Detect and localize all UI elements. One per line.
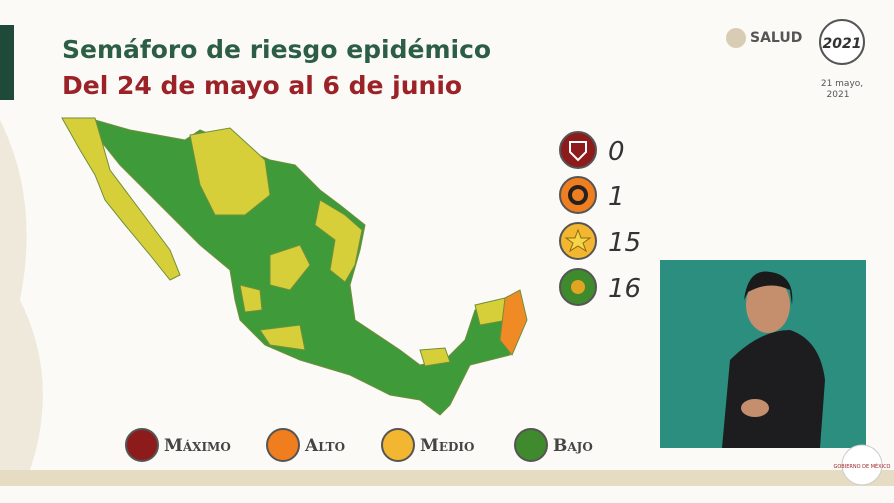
count: 16 bbox=[608, 274, 641, 304]
gov-logo: GOBIERNO DE MÉXICO bbox=[833, 462, 890, 470]
count-icons bbox=[559, 131, 597, 306]
legend-label: Medio bbox=[420, 436, 474, 456]
icon-alto bbox=[559, 176, 597, 214]
gov-badge bbox=[841, 444, 883, 486]
subtitle: Del 24 de mayo al 6 de junio bbox=[62, 71, 462, 100]
decoration bbox=[0, 120, 43, 470]
map-region bbox=[61, 117, 181, 281]
icon-maximo bbox=[559, 131, 597, 169]
map-region bbox=[239, 284, 263, 313]
year-emblem bbox=[819, 19, 865, 65]
person-face bbox=[746, 277, 790, 333]
legend-icon bbox=[125, 428, 159, 462]
title: Semáforo de riesgo epidémico bbox=[62, 35, 491, 64]
legend-icon bbox=[514, 428, 548, 462]
icon-glyph bbox=[569, 141, 587, 162]
legend-label: Máximo bbox=[164, 436, 231, 456]
icon-glyph bbox=[571, 280, 585, 294]
salud-logo: SALUD bbox=[750, 30, 802, 46]
icon-glyph bbox=[564, 228, 592, 253]
map-region bbox=[259, 324, 306, 351]
legend-icon bbox=[266, 428, 300, 462]
icon-glyph bbox=[568, 185, 588, 205]
map-region bbox=[419, 347, 451, 367]
date-line: 21 mayo, bbox=[821, 79, 863, 89]
map-region bbox=[314, 199, 363, 283]
map bbox=[61, 117, 528, 416]
interpreter-video bbox=[660, 260, 866, 448]
date-line: 2021 bbox=[827, 90, 850, 100]
map-region bbox=[269, 244, 311, 291]
year-logo: 2021 bbox=[823, 36, 862, 52]
count: 1 bbox=[608, 182, 625, 212]
legend-icon bbox=[381, 428, 415, 462]
side-bar bbox=[0, 25, 14, 100]
bottom-stripe bbox=[0, 470, 894, 486]
map-region bbox=[189, 127, 271, 216]
count: 15 bbox=[608, 228, 641, 258]
person-hair bbox=[744, 271, 793, 305]
map-region bbox=[499, 289, 528, 356]
person-body bbox=[722, 330, 825, 448]
person-hand bbox=[741, 399, 769, 417]
legend-label: Alto bbox=[304, 436, 345, 456]
legend-label: Bajo bbox=[553, 436, 593, 456]
salud-emblem bbox=[726, 28, 746, 48]
count: 0 bbox=[608, 137, 625, 167]
